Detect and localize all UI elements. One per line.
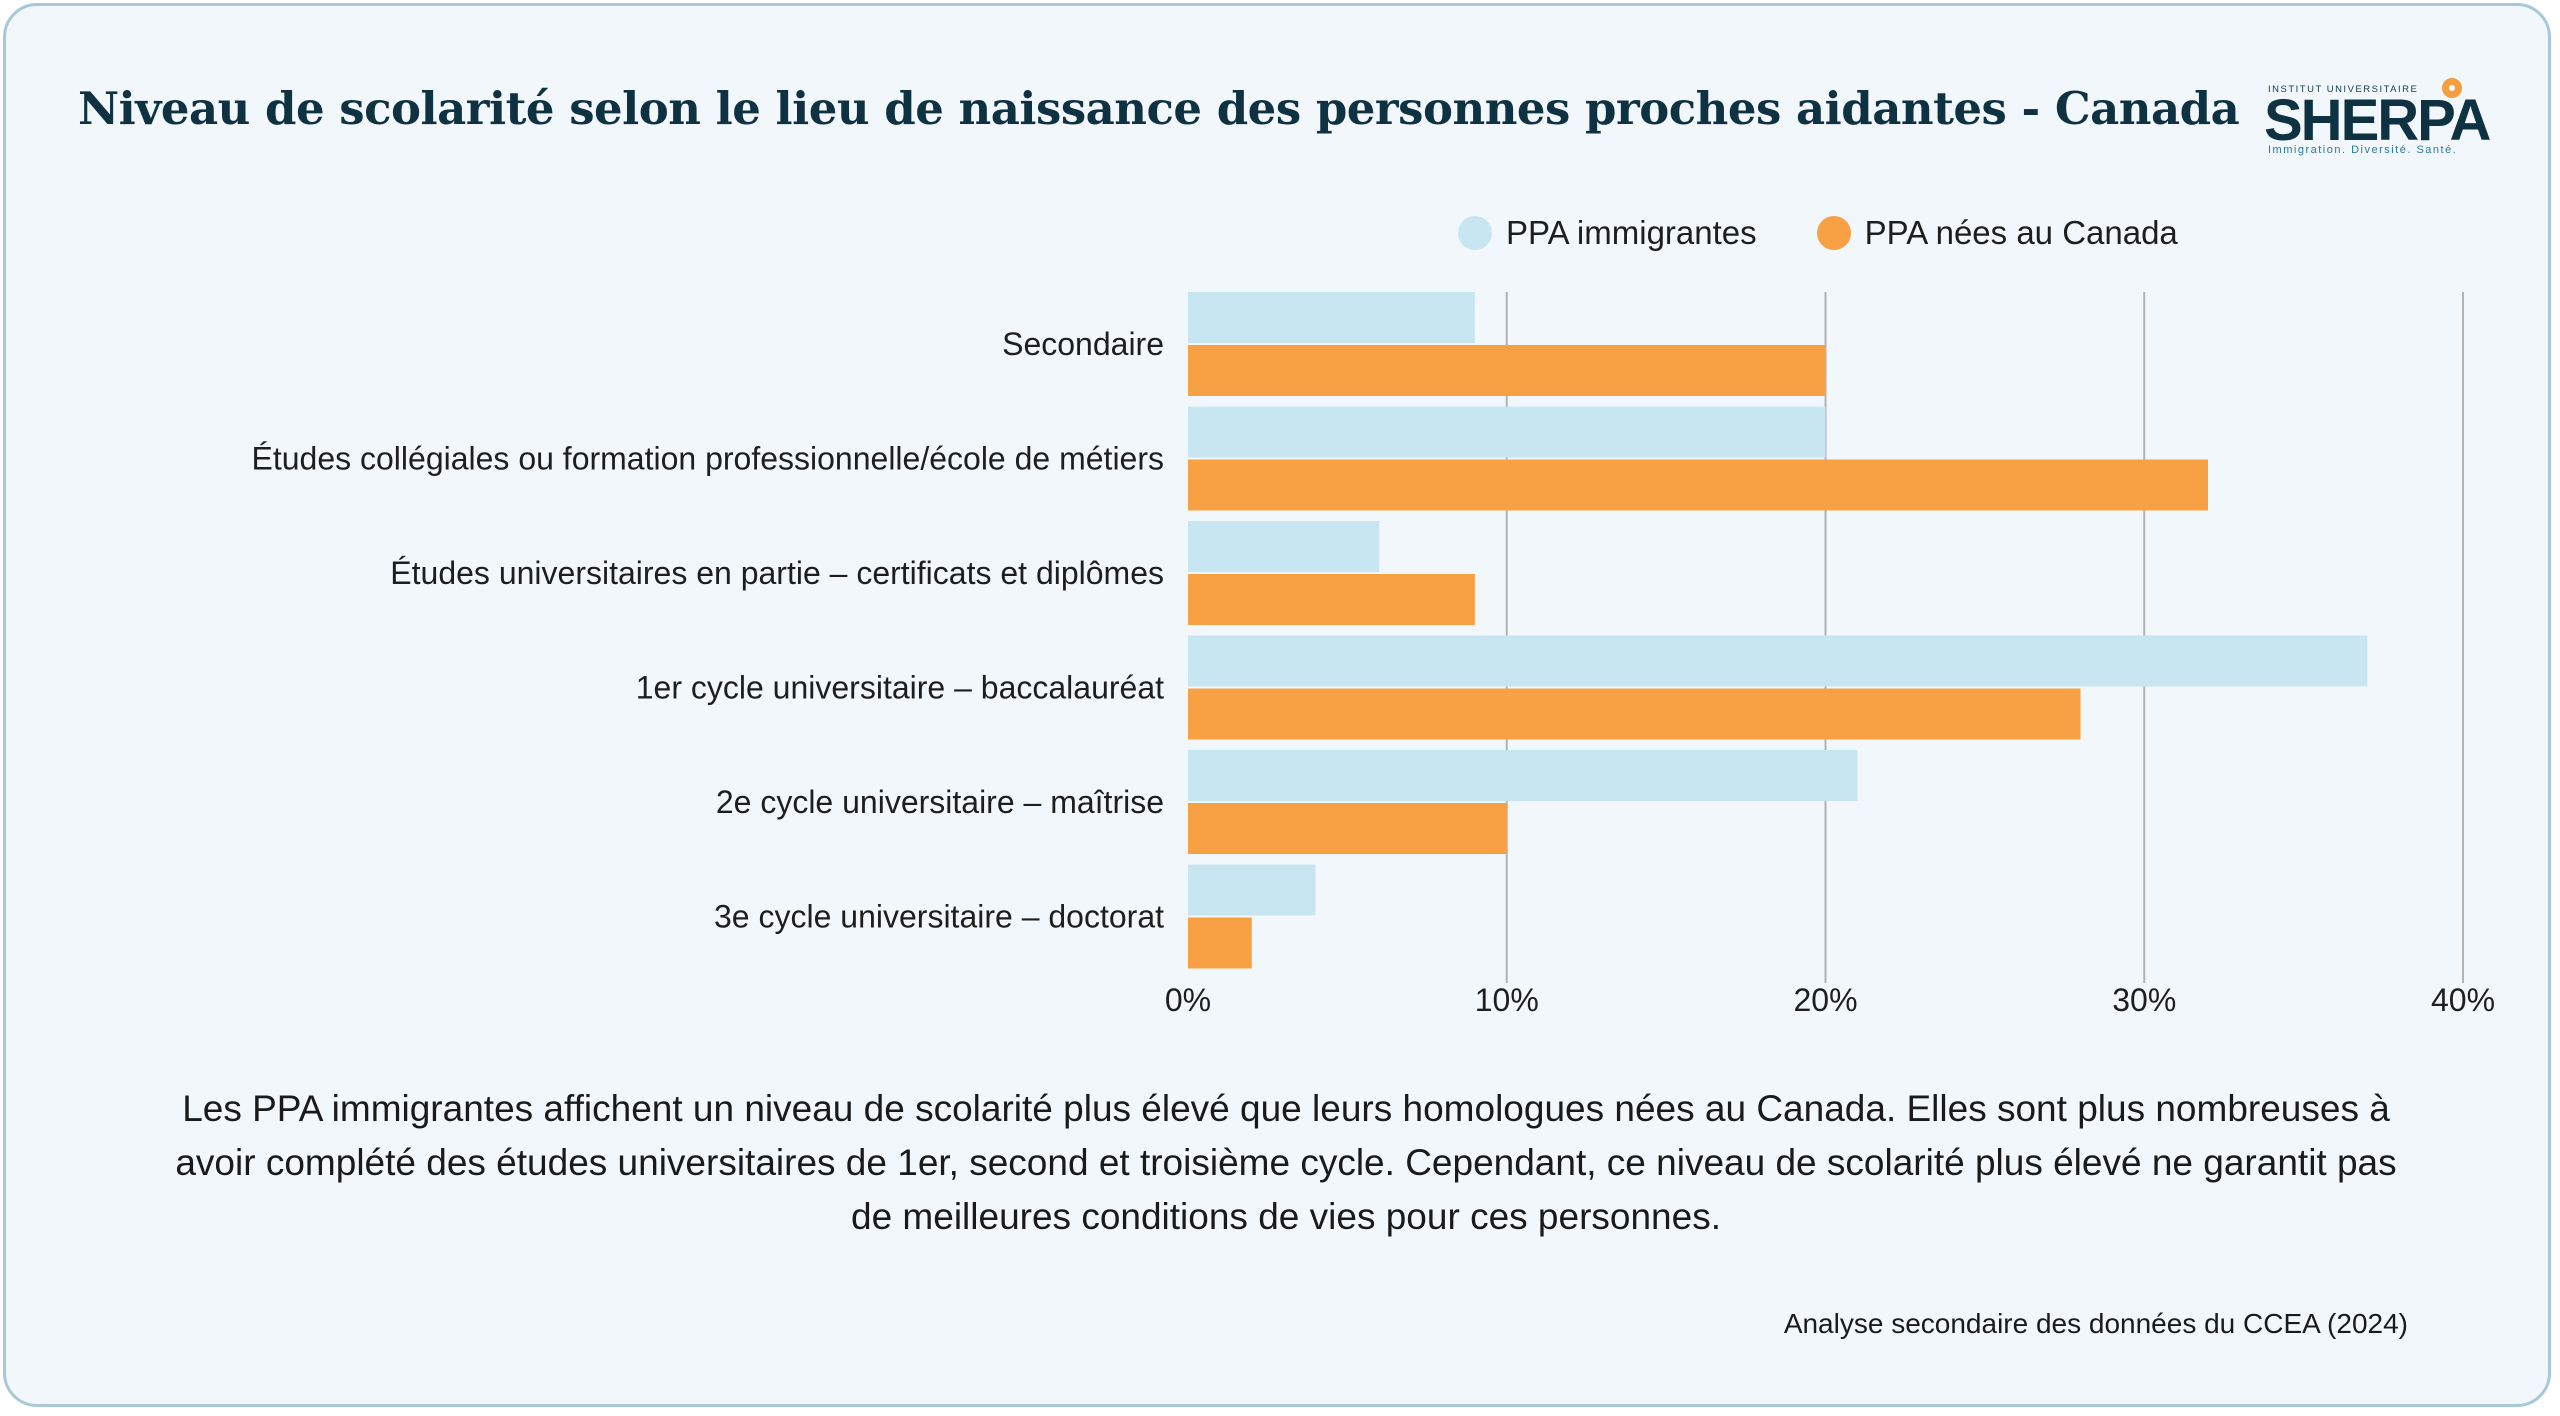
category-label: Secondaire xyxy=(1002,326,1164,362)
x-tick-label: 30% xyxy=(2112,982,2176,1018)
bar-nees-canada xyxy=(1188,459,2208,511)
bar-immigrantes xyxy=(1188,406,1826,458)
x-tick-label: 10% xyxy=(1475,982,1539,1018)
category-label: Études collégiales ou formation professi… xyxy=(251,441,1164,477)
bar-nees-canada xyxy=(1188,803,1507,854)
x-tick-label: 20% xyxy=(1793,982,1857,1018)
legend-swatch-nees-canada xyxy=(1816,216,1851,250)
bar-nees-canada xyxy=(1188,688,2081,740)
logo-tagline: Immigration. Diversité. Santé. xyxy=(2268,144,2458,156)
legend-label-nees-canada: PPA nées au Canada xyxy=(1864,214,2178,251)
chart-title: Niveau de scolarité selon le lieu de nai… xyxy=(78,82,2240,135)
chart-legend: PPA immigrantes PPA nées au Canada xyxy=(1458,214,2238,252)
x-tick-label: 40% xyxy=(2431,982,2495,1018)
legend-label-immigrantes: PPA immigrantes xyxy=(1506,214,1757,251)
bar-immigrantes xyxy=(1188,864,1316,916)
bar-immigrantes xyxy=(1188,750,1858,801)
category-label: 2e cycle universitaire – maîtrise xyxy=(716,784,1164,820)
bar-nees-canada xyxy=(1188,574,1475,625)
category-label: 3e cycle universitaire – doctorat xyxy=(714,899,1164,935)
logo-institut-text: INSTITUT UNIVERSITAIRE xyxy=(2268,84,2419,95)
category-label: Études universitaires en partie – certif… xyxy=(390,555,1164,591)
bar-immigrantes xyxy=(1188,635,2368,687)
category-label: 1er cycle universitaire – baccalauréat xyxy=(636,670,1164,706)
bar-nees-canada xyxy=(1188,917,1252,969)
bar-immigrantes xyxy=(1188,292,1475,343)
logo-sherpa-text: SHERPA xyxy=(2264,88,2491,153)
chart-caption: Les PPA immigrantes affichent un niveau … xyxy=(175,1088,2397,1237)
chart-card: Niveau de scolarité selon le lieu de nai… xyxy=(3,3,2551,1407)
bar-nees-canada xyxy=(1188,345,1826,396)
bar-immigrantes xyxy=(1188,521,1380,572)
legend-item-nees-canada: PPA nées au Canada xyxy=(1816,214,2178,252)
data-source: Analyse secondaire des données du CCEA (… xyxy=(1783,1308,2408,1339)
legend-swatch-immigrantes xyxy=(1458,216,1492,250)
legend-item-immigrantes: PPA immigrantes xyxy=(1458,214,1757,252)
x-tick-label: 0% xyxy=(1165,982,1211,1018)
logo-ring-icon xyxy=(2442,78,2462,98)
sherpa-logo: INSTITUT UNIVERSITAIRE SHERPA Immigratio… xyxy=(2262,76,2491,166)
